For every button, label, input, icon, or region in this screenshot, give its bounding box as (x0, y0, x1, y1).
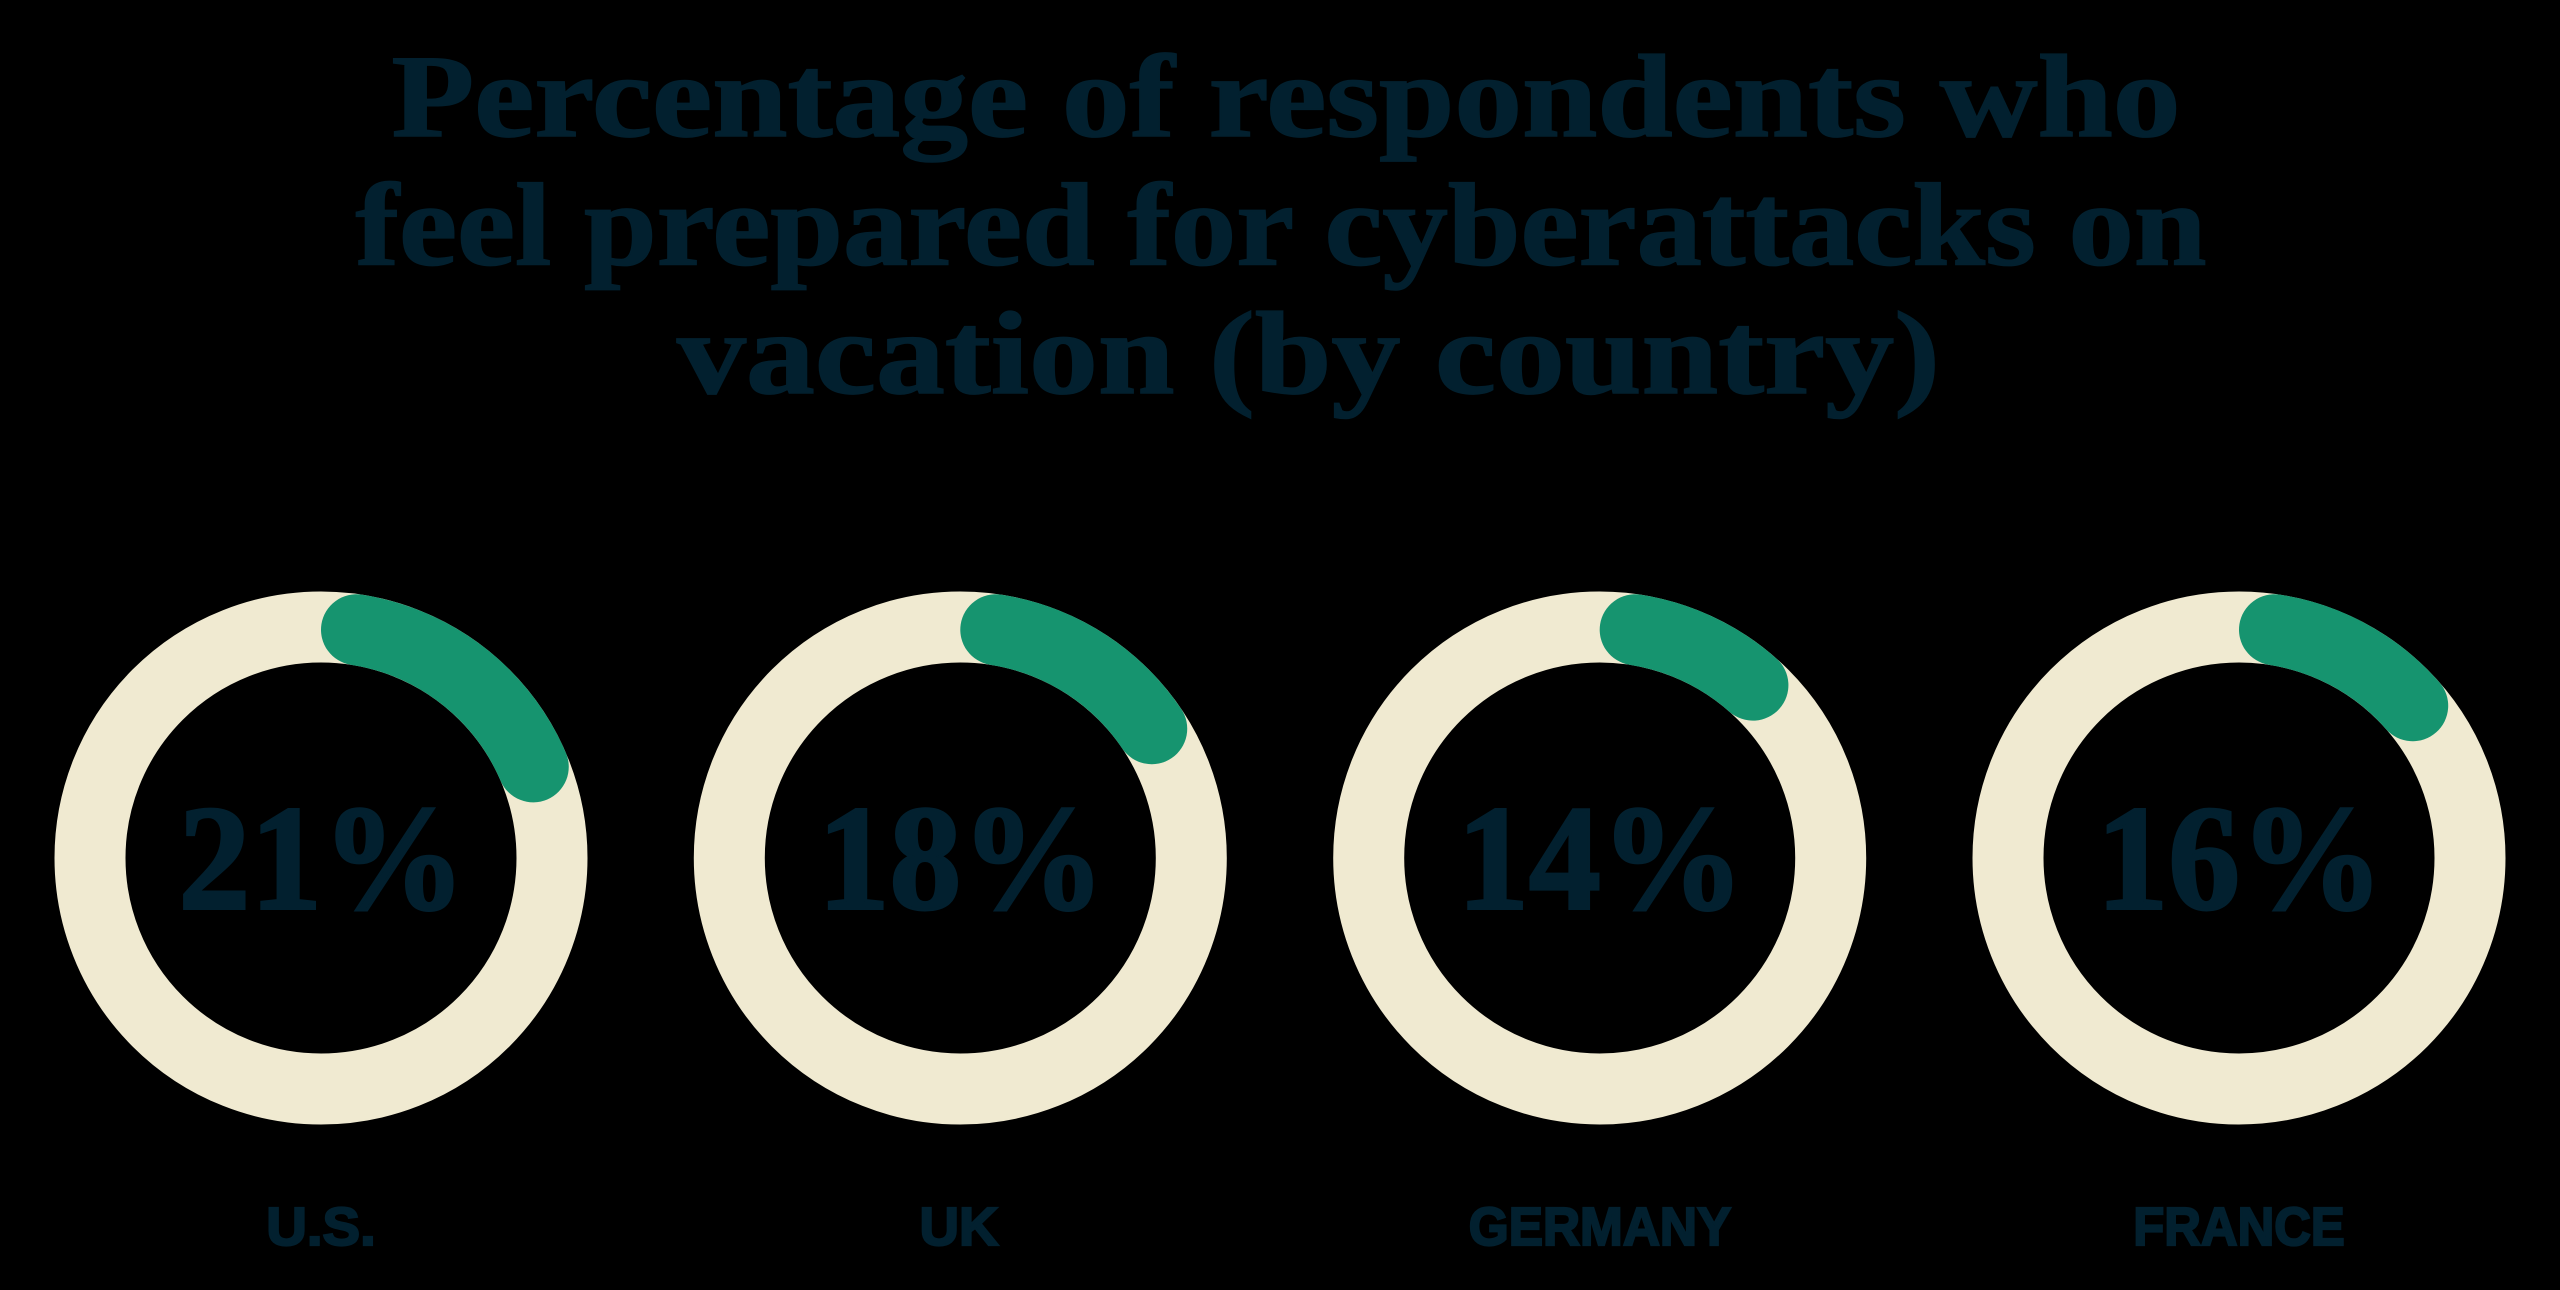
svg-text:21%: 21% (179, 776, 466, 942)
svg-text:FRANCE: FRANCE (2133, 1197, 2345, 1257)
svg-text:feel prepared for cyberattacks: feel prepared for cyberattacks on (356, 160, 2207, 291)
svg-text:Percentage of respondents who: Percentage of respondents who (392, 31, 2181, 162)
svg-text:18%: 18% (818, 776, 1105, 942)
svg-text:UK: UK (920, 1197, 999, 1257)
svg-text:14%: 14% (1457, 776, 1744, 942)
svg-text:GERMANY: GERMANY (1469, 1197, 1732, 1257)
svg-text:16%: 16% (2097, 776, 2384, 942)
svg-text:vacation (by country): vacation (by country) (677, 288, 1940, 419)
svg-text:U.S.: U.S. (266, 1197, 376, 1257)
